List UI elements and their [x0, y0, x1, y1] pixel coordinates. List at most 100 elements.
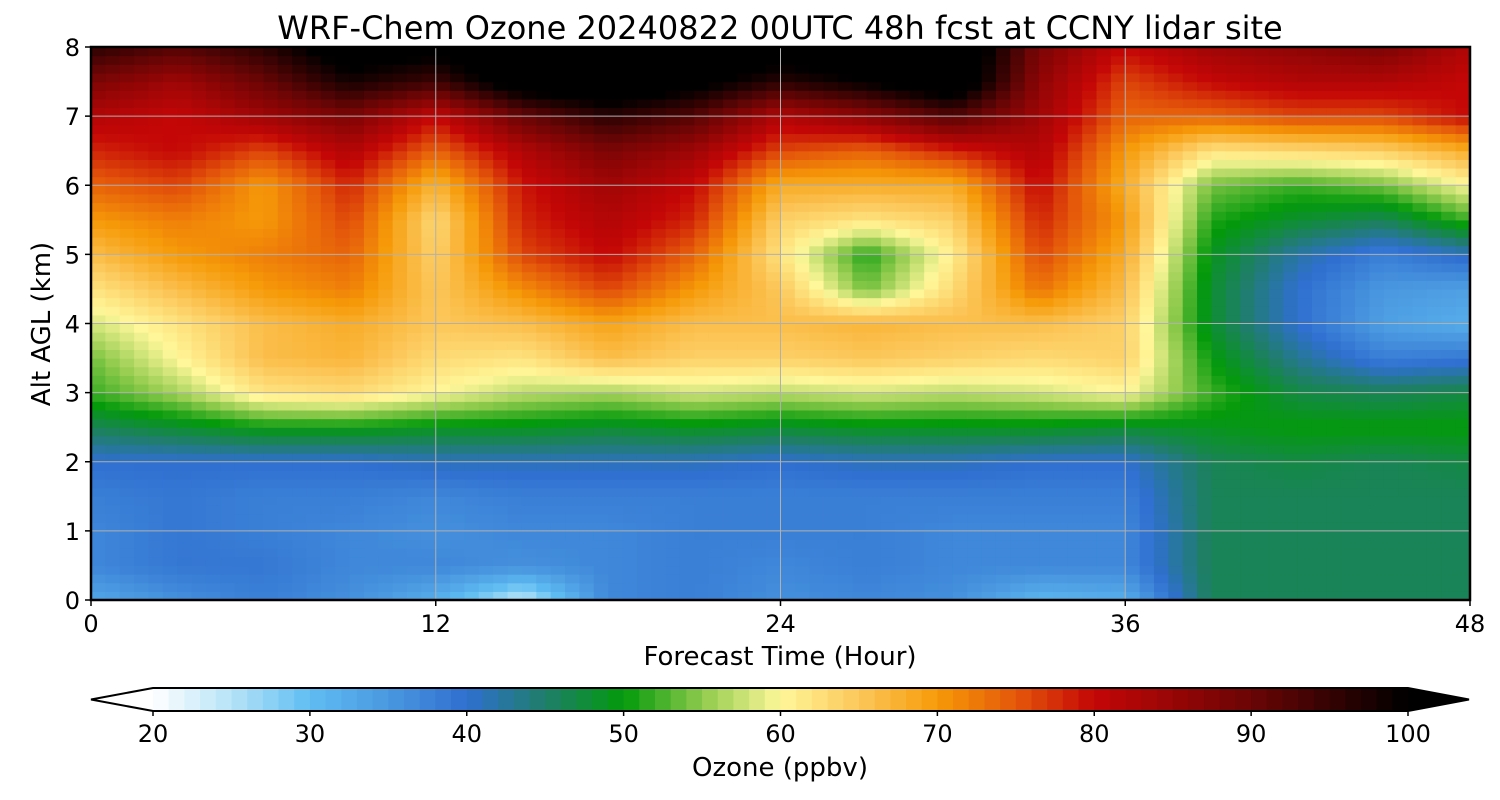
heatmap-cell: [335, 297, 351, 307]
heatmap-cell: [1211, 323, 1227, 333]
heatmap-cell: [134, 237, 150, 247]
heatmap-cell: [1254, 211, 1270, 221]
heatmap-cell: [1211, 504, 1227, 515]
heatmap-cell: [1412, 193, 1428, 204]
heatmap-cell: [292, 228, 308, 238]
heatmap-cell: [378, 487, 394, 497]
heatmap-cell: [1297, 427, 1313, 437]
heatmap-cell: [320, 470, 336, 480]
heatmap-cell: [981, 323, 997, 333]
heatmap-cell: [162, 591, 178, 600]
heatmap-cell: [1455, 237, 1470, 247]
heatmap-cell: [651, 323, 667, 333]
heatmap-cell: [1110, 565, 1126, 575]
heatmap-cell: [679, 306, 695, 316]
heatmap-cell: [679, 219, 695, 230]
heatmap-cell: [895, 504, 911, 515]
heatmap-cell: [1326, 392, 1342, 402]
heatmap-cell: [306, 280, 322, 290]
heatmap-cell: [550, 254, 566, 264]
heatmap-cell: [1182, 211, 1198, 221]
heatmap-cell: [234, 159, 250, 169]
heatmap-cell: [1039, 185, 1055, 195]
heatmap-cell: [177, 288, 193, 299]
heatmap-cell: [119, 176, 135, 186]
heatmap-cell: [1197, 280, 1213, 290]
heatmap-cell: [794, 358, 810, 368]
heatmap-cell: [895, 263, 911, 273]
heatmap-cell: [636, 185, 652, 195]
heatmap-cell: [349, 288, 365, 299]
heatmap-cell: [550, 444, 566, 454]
heatmap-cell: [636, 228, 652, 238]
heatmap-cell: [1340, 228, 1356, 238]
heatmap-cell: [924, 358, 940, 368]
heatmap-cell: [392, 306, 408, 316]
heatmap-cell: [234, 167, 250, 178]
heatmap-cell: [1110, 159, 1126, 169]
heatmap-cell: [1024, 340, 1040, 351]
heatmap-cell: [306, 167, 322, 178]
heatmap-cell: [579, 263, 595, 273]
heatmap-cell: [148, 418, 164, 428]
heatmap-cell: [723, 409, 738, 420]
heatmap-cell: [794, 409, 810, 420]
heatmap-cell: [952, 245, 968, 255]
heatmap-cell: [363, 539, 379, 549]
heatmap-cell: [723, 435, 738, 446]
heatmap-cell: [162, 185, 178, 195]
heatmap-cell: [938, 202, 954, 212]
heatmap-cell: [1010, 150, 1026, 160]
heatmap-cell: [119, 461, 135, 471]
heatmap-cell: [335, 366, 351, 376]
heatmap-cell: [1024, 219, 1040, 230]
heatmap-cell: [1240, 565, 1256, 575]
heatmap-cell: [263, 332, 279, 342]
heatmap-cell: [952, 513, 968, 523]
heatmap-cell: [751, 461, 767, 471]
heatmap-cell: [435, 556, 451, 567]
heatmap-cell: [636, 237, 652, 247]
heatmap-cell: [909, 418, 925, 428]
heatmap-cell: [1067, 513, 1083, 523]
heatmap-cell: [536, 565, 552, 575]
heatmap-cell: [464, 479, 480, 489]
heatmap-cell: [464, 513, 480, 523]
heatmap-cell: [766, 496, 782, 506]
heatmap-cell: [1110, 297, 1126, 307]
heatmap-cell: [191, 340, 207, 351]
heatmap-cell: [162, 556, 178, 567]
heatmap-cell: [320, 556, 336, 567]
heatmap-cell: [162, 383, 178, 394]
heatmap-cell: [636, 479, 652, 489]
heatmap-cell: [565, 435, 580, 446]
heatmap-cell: [1311, 219, 1327, 230]
heatmap-cell: [1254, 548, 1270, 558]
heatmap-cell: [1311, 349, 1327, 359]
heatmap-cell: [335, 202, 351, 212]
heatmap-cell: [622, 409, 638, 420]
heatmap-cell: [162, 150, 178, 160]
heatmap-cell: [1412, 539, 1428, 549]
heatmap-cell: [349, 427, 365, 437]
heatmap-cell: [895, 435, 911, 446]
heatmap-cell: [148, 254, 164, 264]
heatmap-cell: [981, 263, 997, 273]
heatmap-cell: [1211, 409, 1227, 420]
heatmap-cell: [809, 185, 825, 195]
heatmap-cell: [335, 444, 351, 454]
heatmap-cell: [1311, 470, 1327, 480]
heatmap-cell: [737, 340, 753, 351]
heatmap-cell: [191, 176, 207, 186]
heatmap-cell: [981, 444, 997, 454]
heatmap-cell: [507, 591, 523, 600]
heatmap-cell: [608, 349, 624, 359]
heatmap-cell: [1182, 375, 1198, 385]
heatmap-cell: [292, 444, 308, 454]
heatmap-cell: [1240, 228, 1256, 238]
heatmap-cell: [866, 288, 882, 299]
heatmap-cell: [1168, 193, 1184, 204]
heatmap-cell: [407, 288, 422, 299]
heatmap-cell: [1225, 263, 1241, 273]
heatmap-cell: [1283, 332, 1299, 342]
